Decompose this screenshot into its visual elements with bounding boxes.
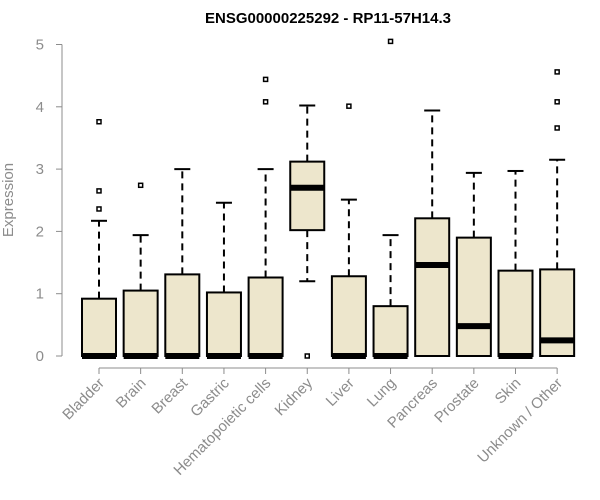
x-tick-label: Liver — [323, 375, 358, 410]
box-rect — [497, 269, 534, 357]
outlier-point — [96, 188, 102, 194]
box-lung — [372, 38, 409, 359]
box-rect — [122, 289, 159, 357]
y-tick-label: 2 — [36, 223, 44, 240]
y-axis-label: Expression — [0, 163, 17, 237]
outlier-point — [554, 125, 560, 131]
box-gastric — [205, 201, 242, 359]
box-rect — [330, 275, 367, 358]
outlier-point — [96, 119, 102, 125]
outlier-point — [262, 76, 269, 83]
box-rect — [289, 160, 326, 232]
box-prostate — [455, 171, 492, 358]
box-rect — [164, 273, 201, 357]
outlier-point — [346, 103, 352, 109]
outlier-point — [554, 99, 560, 105]
outlier-point — [137, 182, 144, 189]
y-tick-label: 1 — [36, 286, 44, 303]
outlier-point — [554, 69, 560, 75]
x-tick-label: Bladder — [59, 375, 108, 424]
box-kidney — [289, 104, 326, 359]
x-tick-label: Brain — [113, 375, 150, 412]
box-brain — [122, 182, 159, 359]
box-liver — [330, 103, 367, 359]
outlier-point — [262, 99, 269, 105]
y-tick-label: 4 — [36, 99, 44, 116]
x-tick-label: Skin — [492, 375, 525, 408]
box-rect — [81, 297, 117, 357]
box-unknown-other — [539, 69, 576, 358]
box-pancreas — [414, 109, 451, 357]
box-rect — [414, 217, 451, 357]
x-tick-label: Kidney — [272, 374, 317, 419]
chart-title: ENSG00000225292 - RP11-57H14.3 — [205, 10, 451, 27]
box-rect — [205, 291, 242, 358]
boxes-group — [81, 38, 576, 359]
y-tick-label: 3 — [36, 161, 44, 178]
y-tick-label: 5 — [36, 37, 44, 54]
outlier-point — [387, 38, 394, 45]
box-hematopoietic-cells — [247, 76, 284, 359]
x-tick-label: Breast — [148, 374, 191, 417]
box-breast — [164, 168, 201, 359]
y-tick-label: 0 — [36, 348, 44, 365]
box-bladder — [81, 119, 117, 359]
box-skin — [497, 169, 534, 359]
outlier-point — [96, 206, 102, 212]
box-rect — [247, 276, 284, 358]
box-rect — [455, 236, 492, 358]
y-axis: 0 1 2 3 4 5 — [36, 37, 63, 365]
x-tick-label: Lung — [364, 375, 400, 411]
x-tick-label: Prostate — [431, 375, 483, 427]
box-rect — [372, 305, 409, 358]
outlier-point — [304, 353, 310, 359]
